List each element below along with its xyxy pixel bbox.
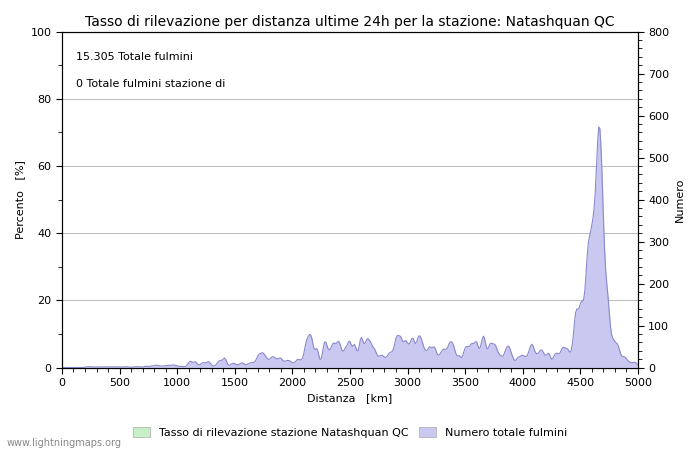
Legend: Tasso di rilevazione stazione Natashquan QC, Numero totale fulmini: Tasso di rilevazione stazione Natashquan… [129, 423, 571, 442]
Y-axis label: Percento   [%]: Percento [%] [15, 160, 25, 239]
Text: www.lightningmaps.org: www.lightningmaps.org [7, 438, 122, 448]
Y-axis label: Numero: Numero [675, 177, 685, 222]
Text: 0 Totale fulmini stazione di: 0 Totale fulmini stazione di [76, 79, 225, 89]
Text: 15.305 Totale fulmini: 15.305 Totale fulmini [76, 52, 193, 62]
X-axis label: Distanza   [km]: Distanza [km] [307, 393, 393, 404]
Title: Tasso di rilevazione per distanza ultime 24h per la stazione: Natashquan QC: Tasso di rilevazione per distanza ultime… [85, 15, 615, 29]
